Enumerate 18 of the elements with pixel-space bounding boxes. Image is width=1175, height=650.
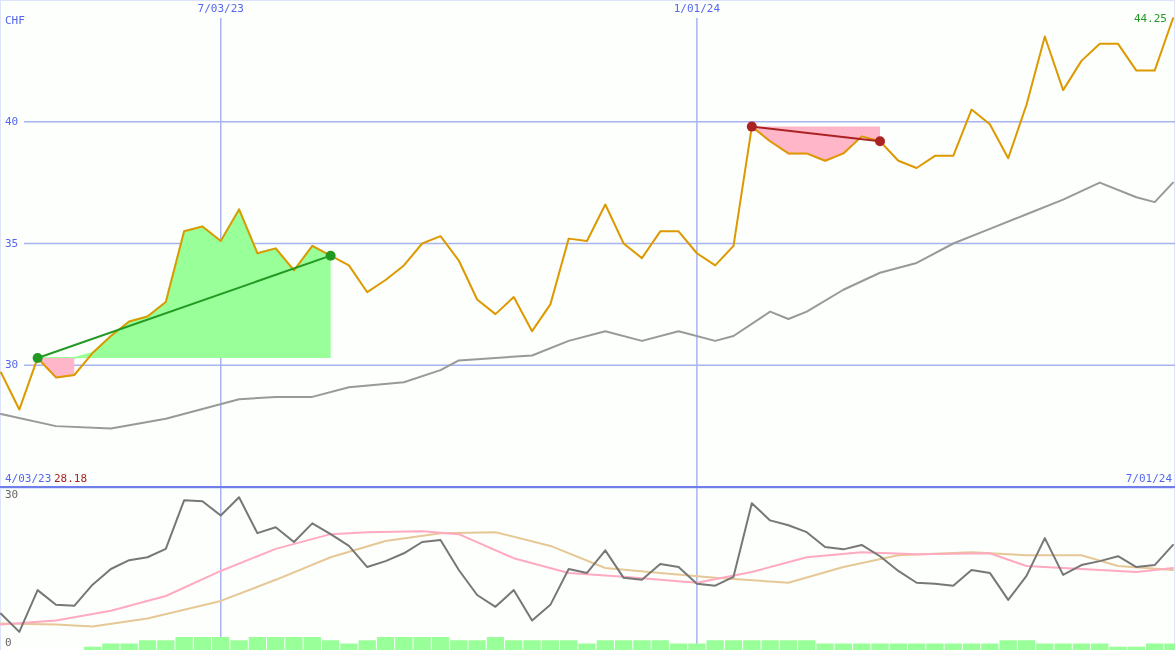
- line-series: [0, 496, 1174, 633]
- y-tick-label: 35: [5, 236, 19, 250]
- point: [325, 250, 336, 261]
- annotation: 28.18: [54, 472, 88, 485]
- x-tick-label: 1/01/24: [673, 2, 721, 15]
- annotation: 7/01/24: [1125, 472, 1173, 485]
- y-tick-label: 30: [5, 488, 19, 502]
- x-tick-label: 7/03/23: [197, 2, 244, 15]
- annotation: 4/03/23: [5, 472, 52, 485]
- y-tick-label: 30: [5, 358, 19, 372]
- y-tick-label: 0: [5, 635, 12, 649]
- line-series: [0, 181, 1174, 430]
- annotation: 44.25: [1133, 12, 1167, 26]
- point: [32, 352, 43, 363]
- point: [746, 121, 757, 132]
- y-tick-label: 40: [5, 114, 19, 128]
- point: [875, 136, 885, 147]
- y-axis-title: CHF: [5, 14, 25, 27]
